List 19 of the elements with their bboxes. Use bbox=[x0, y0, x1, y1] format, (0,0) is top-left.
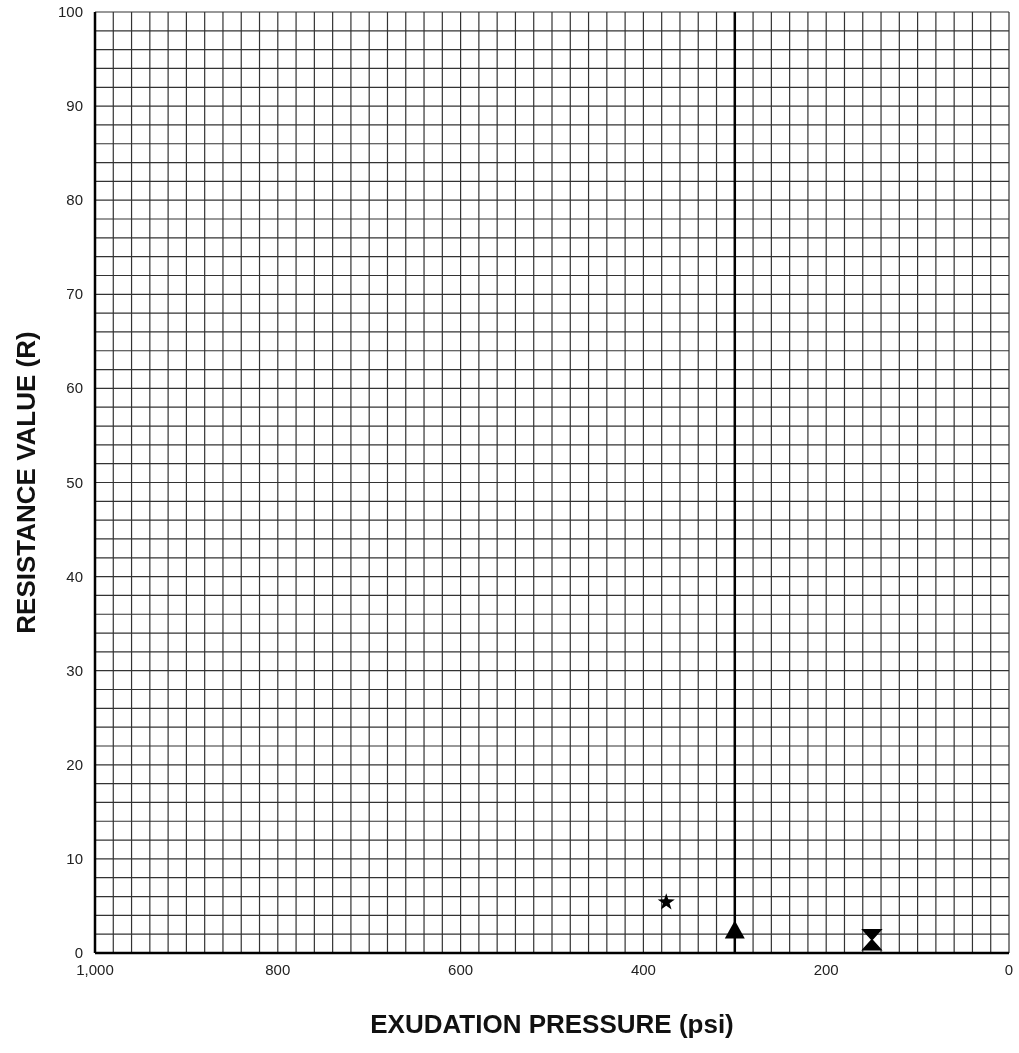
y-tick-label: 60 bbox=[66, 379, 83, 397]
y-tick-label: 30 bbox=[66, 661, 83, 679]
y-tick-label: 0 bbox=[74, 944, 83, 961]
y-tick-label: 20 bbox=[66, 755, 83, 773]
y-tick-label: 100 bbox=[57, 3, 83, 20]
y-tick-label: 40 bbox=[66, 567, 83, 585]
x-tick-label: 600 bbox=[448, 961, 474, 978]
x-tick-label: 0 bbox=[1004, 961, 1014, 978]
y-tick-label: 10 bbox=[66, 849, 83, 867]
x-tick-label: 1,000 bbox=[76, 961, 114, 978]
y-tick-label: 70 bbox=[66, 285, 83, 303]
x-tick-label: 800 bbox=[265, 961, 291, 978]
x-tick-label: 200 bbox=[813, 961, 839, 978]
x-tick-label: 400 bbox=[630, 961, 656, 978]
y-tick-label: 50 bbox=[66, 473, 83, 491]
y-tick-label: 80 bbox=[66, 191, 83, 209]
y-axis-title: RESISTANCE VALUE (R) bbox=[11, 331, 41, 634]
x-axis-title: EXUDATION PRESSURE (psi) bbox=[370, 1009, 734, 1039]
y-tick-label: 90 bbox=[66, 97, 83, 115]
